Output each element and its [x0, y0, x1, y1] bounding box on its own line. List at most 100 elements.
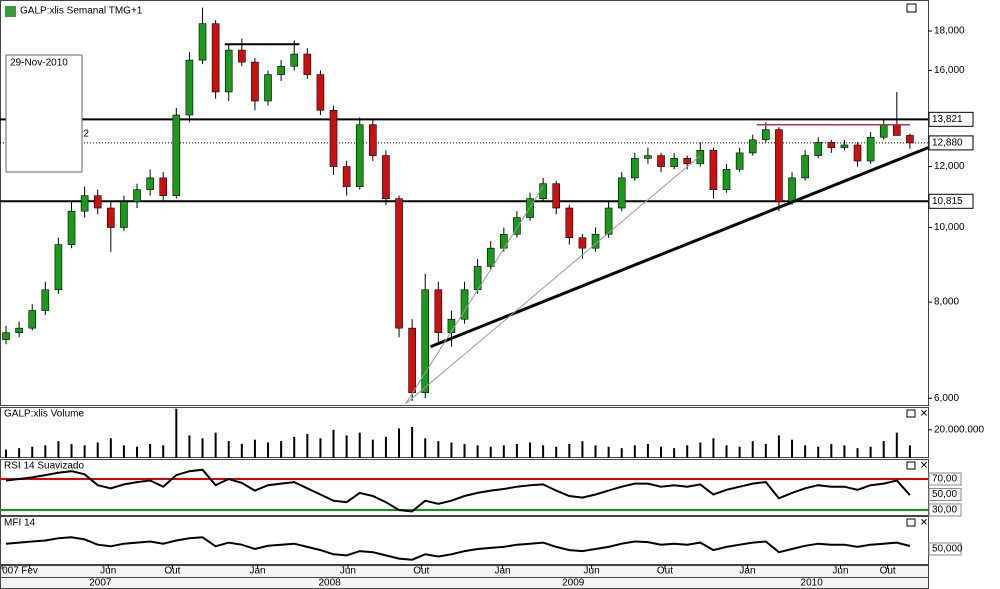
candle-body — [93, 195, 102, 209]
candle-body — [290, 53, 299, 67]
trend-line — [405, 155, 701, 405]
candle-body — [80, 195, 89, 212]
volume-bar — [332, 429, 335, 458]
candle-body — [840, 144, 849, 148]
candle-body — [696, 149, 705, 165]
volume-bar — [673, 448, 676, 458]
indicator-line — [5, 536, 911, 561]
candle-body — [762, 129, 770, 141]
volume-bar — [18, 448, 21, 458]
candle-body — [342, 166, 351, 187]
maximize-button[interactable] — [906, 518, 916, 527]
close-button[interactable]: ✕ — [920, 518, 928, 529]
volume-bar — [44, 445, 47, 458]
last-price-box — [928, 135, 974, 151]
y-tick-label: 6,000 — [934, 393, 959, 404]
level-label: 10,815 — [932, 196, 963, 207]
volume-bar — [856, 448, 859, 458]
year-label: 2010 — [801, 578, 824, 589]
volume-bar — [214, 432, 217, 458]
volume-bar — [843, 445, 846, 458]
volume-bar — [371, 439, 374, 458]
volume-bar — [253, 439, 256, 458]
volume-bar — [633, 445, 636, 458]
candle-body — [198, 23, 207, 61]
y-tick-label: 18,000 — [934, 26, 965, 37]
candle-body — [879, 124, 888, 138]
volume-bar — [791, 439, 794, 458]
x-tick-label: Jun — [100, 566, 116, 577]
candle-body — [604, 207, 613, 235]
candle-body — [500, 233, 508, 249]
volume-bar — [594, 445, 597, 458]
volume-bar — [70, 443, 73, 458]
maximize-button[interactable] — [906, 409, 916, 418]
volume-bar — [306, 434, 309, 458]
volume-bar — [817, 446, 820, 458]
x-tick-label: Jun — [340, 566, 356, 577]
maximize-button[interactable] — [906, 3, 917, 13]
panel-title: RSI 14 Suavizado — [4, 461, 84, 472]
volume-bar — [646, 443, 649, 458]
volume-bar — [5, 449, 8, 458]
candle-body — [434, 289, 443, 333]
volume-bar — [175, 408, 178, 458]
y-tick-box — [928, 472, 962, 486]
volume-bar — [463, 443, 466, 458]
candle-body — [28, 310, 37, 329]
x-tick-label: Jan — [739, 566, 755, 577]
candle-body — [853, 144, 862, 162]
y-tick-box — [928, 542, 962, 556]
volume-bar — [57, 441, 60, 458]
volume-bar — [384, 436, 387, 458]
candle-body — [159, 177, 168, 196]
candle-body — [906, 135, 914, 144]
trend-line — [405, 186, 544, 405]
candle-body — [513, 217, 521, 235]
volume-bar — [319, 438, 322, 458]
mfi-frame — [0, 516, 929, 565]
volume-bar — [450, 442, 453, 458]
candle-body — [827, 142, 836, 148]
candle-body — [369, 124, 377, 156]
volume-bar — [712, 438, 715, 458]
x-tick-label: Out — [657, 566, 673, 577]
candle-body — [683, 157, 692, 165]
info-box-frame — [5, 54, 83, 173]
y-tick-label: 12,000 — [934, 161, 965, 172]
y-tick-label: 50,000 — [932, 544, 963, 555]
y-tick-label: 16,000 — [934, 65, 965, 76]
candle-body — [107, 207, 115, 228]
x-tick-label: Jun — [584, 566, 600, 577]
candle-body — [408, 327, 416, 394]
candle-body — [172, 114, 181, 196]
candle-body — [146, 177, 154, 190]
volume-bar — [777, 435, 780, 458]
year-label: 2009 — [562, 578, 585, 589]
close-button[interactable]: ✕ — [920, 461, 928, 472]
candle-body — [238, 49, 246, 63]
maximize-button[interactable] — [906, 461, 916, 470]
candle-body — [2, 332, 10, 340]
volume-bar — [830, 443, 833, 458]
candle-body — [224, 49, 233, 93]
candle-body — [709, 149, 718, 190]
volume-bar — [240, 443, 243, 458]
candle-body — [316, 74, 325, 111]
x-tick-label: 007 — [2, 566, 19, 577]
candle-body — [644, 155, 652, 159]
candle-body — [775, 129, 783, 203]
candle-body — [578, 237, 587, 249]
year-label: 2008 — [318, 578, 341, 589]
volume-bar — [280, 441, 283, 458]
candle-body — [329, 109, 338, 167]
close-button[interactable]: ✕ — [920, 409, 928, 420]
volume-bar — [83, 445, 86, 458]
volume-bar — [502, 445, 505, 458]
volume-bar — [96, 442, 99, 458]
panel-title: MFI 14 — [4, 518, 36, 529]
y-tick-box — [928, 503, 962, 517]
volume-bar — [358, 432, 361, 458]
volume-bar — [437, 441, 440, 458]
volume-bar — [31, 446, 34, 458]
